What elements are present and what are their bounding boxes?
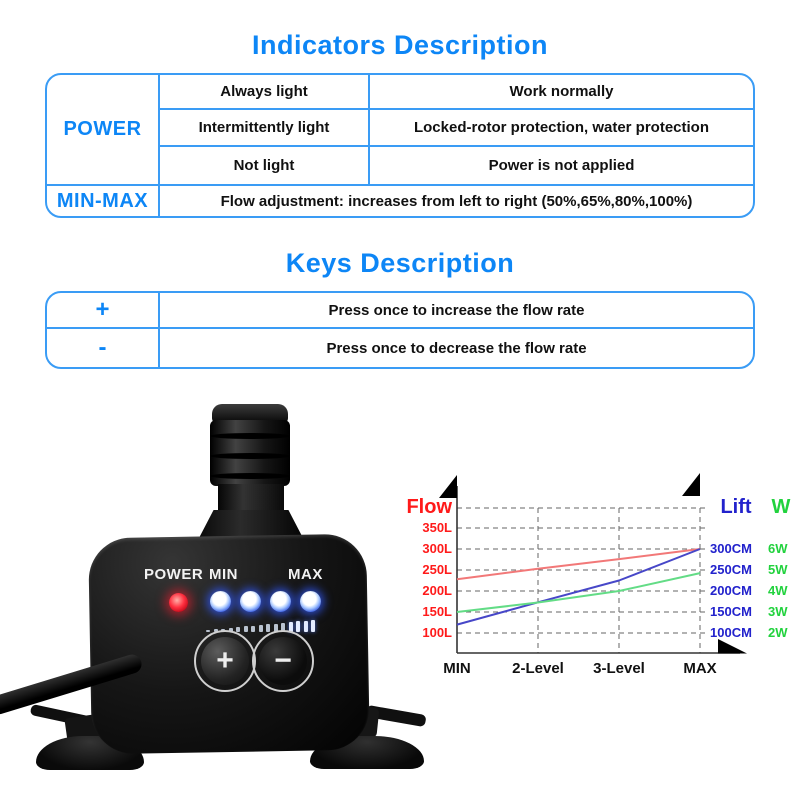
- nozzle-rib: [210, 473, 290, 479]
- minus-button-ring: [252, 630, 314, 692]
- lift-tick: 300CM: [710, 541, 752, 556]
- flow-tick: 200L: [422, 583, 452, 598]
- pump-nozzle: [210, 420, 290, 486]
- meter-tick: [266, 624, 270, 632]
- watt-tick: 5W: [768, 562, 788, 577]
- pump-photo: POWER MIN MAX + −: [0, 388, 430, 800]
- meter-tick: [281, 622, 285, 632]
- meter-tick: [258, 624, 263, 632]
- meter-tick: [236, 627, 240, 632]
- minmax-row-label: MIN-MAX: [47, 184, 160, 216]
- not-light-cell: Not light: [160, 147, 370, 184]
- flow-adjustment-cell: Flow adjustment: increases from left to …: [160, 184, 753, 216]
- x-tick-min: MIN: [443, 660, 471, 677]
- power-not-applied-cell: Power is not applied: [488, 157, 635, 174]
- w-axis-label: W: [771, 496, 791, 518]
- power-led-indicator: [169, 593, 188, 612]
- x-tick-3level: 3-Level: [593, 660, 645, 677]
- level-led: [270, 591, 291, 612]
- meter-tick: [303, 620, 308, 632]
- watt-tick: 6W: [768, 541, 788, 556]
- plus-key-cell: +: [47, 293, 160, 329]
- intermittent-light-cell: Intermittently light: [160, 110, 370, 147]
- level-led: [210, 591, 231, 612]
- series-w: [456, 572, 701, 613]
- pump-max-label: MAX: [288, 566, 323, 583]
- pump-power-label: POWER: [144, 566, 204, 583]
- power-row-label: POWER: [47, 75, 160, 184]
- x-tick-2level: 2-Level: [512, 660, 564, 677]
- meter-tick: [243, 626, 248, 632]
- meter-tick: [296, 621, 300, 632]
- nozzle-rib: [210, 433, 290, 439]
- watt-tick: 4W: [768, 583, 788, 598]
- work-normally-cell: Work normally: [370, 75, 753, 110]
- flow-tick: 100L: [422, 625, 452, 640]
- keys-title: Keys Description: [285, 248, 515, 278]
- always-light-cell: Always light: [160, 75, 370, 110]
- level-led-row: [210, 591, 326, 613]
- watt-tick: 2W: [768, 625, 788, 640]
- meter-tick: [228, 627, 233, 632]
- decrease-desc-cell: Press once to decrease the flow rate: [326, 339, 587, 357]
- pump-minus-button: −: [259, 637, 307, 685]
- pump-min-label: MIN: [209, 566, 238, 583]
- chart-canvas: [439, 473, 747, 654]
- flow-tick: 300L: [422, 541, 452, 556]
- meter-tick: [288, 622, 293, 632]
- watt-tick: 3W: [768, 604, 788, 619]
- meter-tick: [206, 630, 210, 632]
- lift-tick: 250CM: [710, 562, 752, 577]
- nozzle-rib: [210, 453, 290, 459]
- performance-chart: Flow Lift W 350L 300L 250L 200L 150L 100…: [402, 470, 800, 692]
- indicators-title: Indicators Description: [251, 30, 549, 60]
- meter-tick: [251, 625, 255, 632]
- level-led: [300, 591, 321, 612]
- flow-axis-label: Flow: [406, 496, 452, 518]
- locked-rotor-cell: Locked-rotor protection, water protectio…: [370, 110, 753, 147]
- pump-nozzle-base: [199, 510, 303, 538]
- flow-tick: 250L: [422, 562, 452, 577]
- pump-plus-button: +: [201, 637, 249, 685]
- lift-tick: 150CM: [710, 604, 752, 619]
- meter-tick: [311, 619, 315, 632]
- lift-axis-label: Lift: [720, 496, 752, 518]
- series-flow: [456, 548, 701, 581]
- increase-desc-cell: Press once to increase the flow rate: [160, 293, 753, 329]
- minus-key-cell: -: [47, 329, 160, 367]
- lift-tick: 100CM: [710, 625, 752, 640]
- flow-tick: 350L: [422, 520, 452, 535]
- flow-tick: 150L: [422, 604, 452, 619]
- x-tick-max: MAX: [683, 660, 717, 677]
- lift-tick: 200CM: [710, 583, 752, 598]
- pump-nozzle-neck: [218, 484, 284, 512]
- pump-nozzle-cap: [212, 404, 288, 424]
- series-lift: [456, 548, 701, 626]
- meter-tick: [273, 623, 278, 632]
- level-led: [240, 591, 261, 612]
- keys-table: + Press once to increase the flow rate -…: [45, 291, 755, 369]
- indicators-table: POWER Always light Work normally Intermi…: [45, 73, 755, 218]
